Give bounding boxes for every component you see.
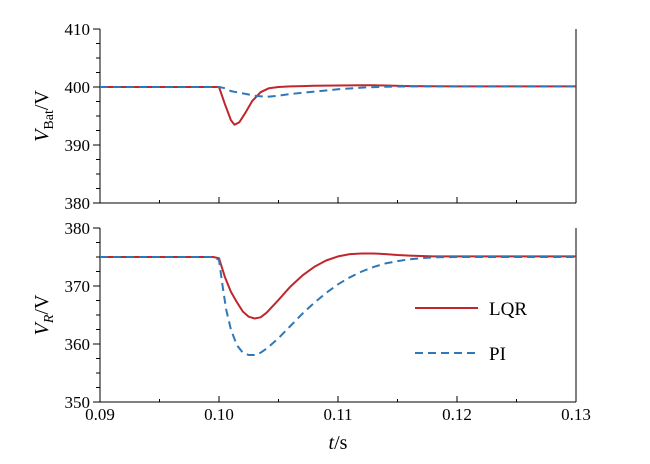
- series-line-lqr: [100, 84, 576, 126]
- x-tick-label: 0.13: [561, 405, 591, 424]
- x-tick-label: 0.12: [442, 405, 472, 424]
- y-axis-label: VBat/V: [31, 90, 57, 142]
- x-tick-label: 0.09: [85, 405, 115, 424]
- y-tick-label: 380: [65, 219, 91, 238]
- y-tick-label: 370: [65, 277, 91, 296]
- y-axis-label: VR/V: [31, 294, 57, 335]
- y-tick-label: 410: [65, 20, 91, 39]
- legend: LQR PI: [415, 299, 527, 365]
- voltage-bat-panel: 380 390 400 410 VBat/V: [31, 20, 577, 213]
- legend-label-lqr: LQR: [489, 299, 527, 320]
- y-tick-label: 400: [65, 78, 91, 97]
- y-tick-label: 350: [65, 393, 91, 412]
- x-tick-label: 0.11: [323, 405, 352, 424]
- y-tick-label: 390: [65, 136, 91, 155]
- x-tick-label: 0.10: [204, 405, 234, 424]
- y-tick-label: 360: [65, 335, 91, 354]
- series-line-pi: [100, 256, 576, 356]
- series-line-pi: [100, 85, 576, 98]
- series-line-lqr: [100, 252, 576, 320]
- voltage-r-panel: 350 360 370 380 0.09 0.10 0.11 0.12 0.13 VR/V t/s: [31, 219, 591, 454]
- y-tick-label: 380: [65, 194, 91, 213]
- legend-label-pi: PI: [489, 344, 506, 365]
- x-axis-label: t/s: [329, 432, 348, 454]
